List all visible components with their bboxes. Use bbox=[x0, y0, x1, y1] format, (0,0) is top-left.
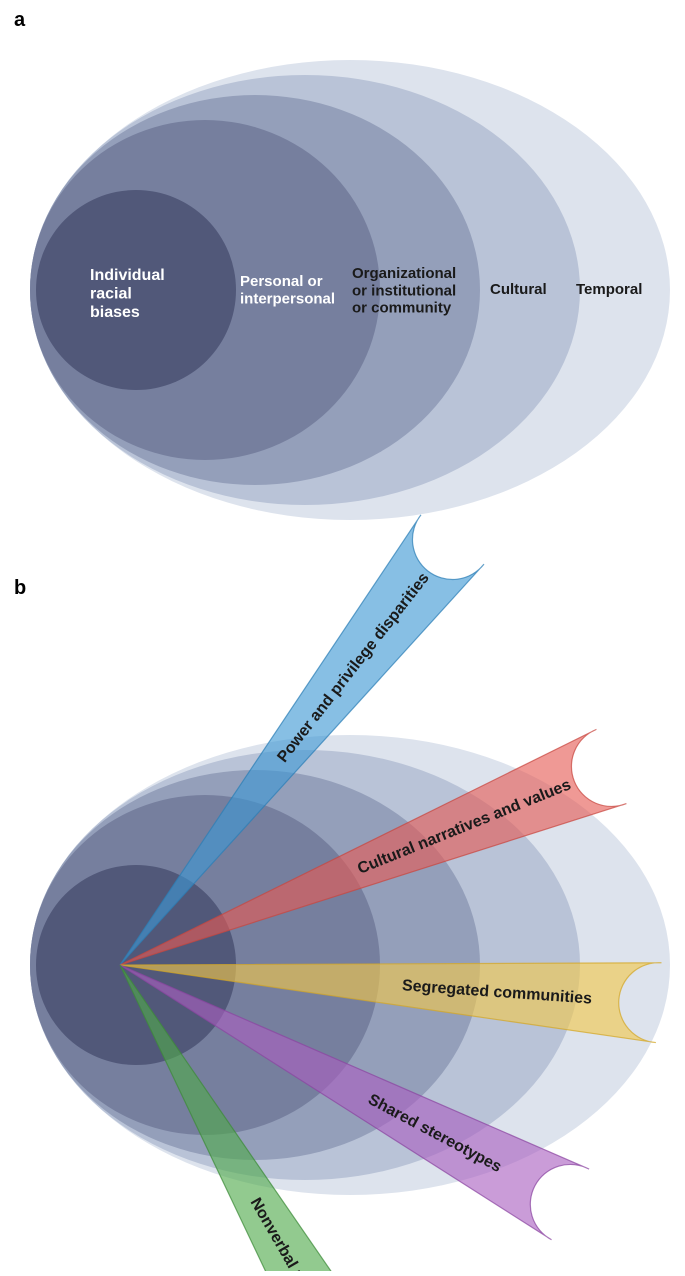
layer-label-3: Cultural bbox=[490, 281, 547, 298]
layer-label-2: Organizational bbox=[352, 265, 456, 282]
layer-label-0: racial bbox=[90, 285, 132, 302]
layer-label-0: biases bbox=[90, 304, 140, 321]
figure-svg: a b Individualracial biases Personal orinter… bbox=[0, 0, 685, 1271]
layer-label-1: interpersonal bbox=[240, 290, 335, 307]
layer-label-2: or community bbox=[352, 300, 452, 317]
ellipse-layer-4 bbox=[36, 190, 236, 390]
panel-label-a: a bbox=[14, 9, 26, 31]
layer-label-0: Individual bbox=[90, 267, 165, 284]
figure-container: a b Individualracial biases Personal orinter… bbox=[0, 0, 685, 1271]
panel-label-b: b bbox=[14, 577, 26, 599]
panel-a: Individualracial biases Personal orinterpe… bbox=[30, 60, 670, 520]
layer-label-4: Temporal bbox=[576, 281, 642, 298]
layer-label-2: or institutional bbox=[352, 282, 456, 299]
panel-b: Power and privilege disparitiesCultural … bbox=[30, 515, 670, 1271]
layer-label-1: Personal or bbox=[240, 273, 323, 290]
